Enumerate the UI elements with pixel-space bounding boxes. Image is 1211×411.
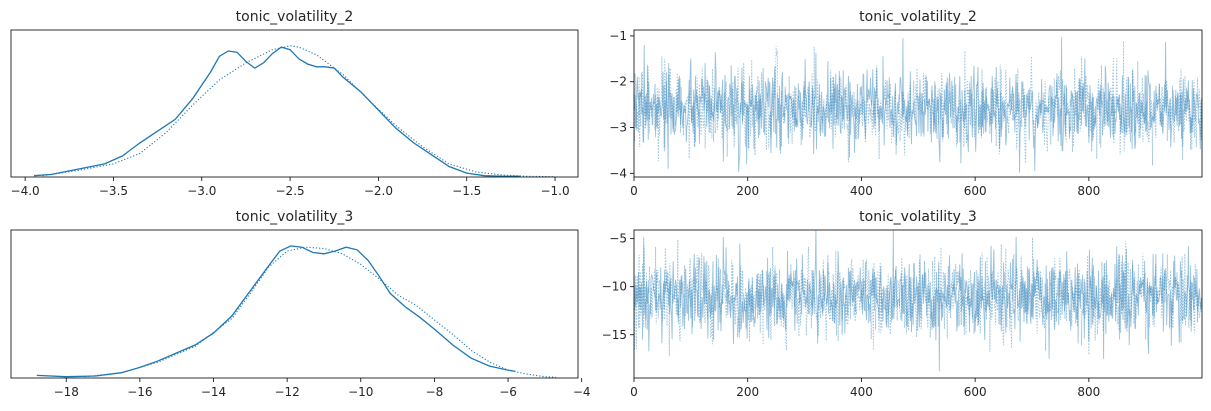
axes-frame	[10, 29, 579, 178]
x-tick-label: −6	[499, 385, 517, 399]
panel-3: tonic_volatility_3 −18 −16 −14 −12 −10 −8 −6 −4	[10, 209, 591, 399]
x-tick-label: −12	[274, 385, 299, 399]
trace-line-chain-1	[634, 36, 1202, 173]
panel-title: tonic_volatility_3	[236, 209, 354, 225]
x-tick-label: 0	[630, 184, 638, 198]
x-tick-label: −4	[573, 385, 591, 399]
x-tick-label: −8	[426, 385, 444, 399]
x-tick-label: −3.0	[187, 184, 216, 198]
x-tick-label: −1.5	[452, 184, 481, 198]
panel-4: tonic_volatility_3 0 200 400 600 800 −15 −10 −5	[602, 209, 1203, 399]
x-tick-label: 400	[850, 184, 873, 198]
panel-title: tonic_volatility_2	[859, 9, 977, 25]
x-tick-label: −2.0	[364, 184, 393, 198]
y-tick-label: −4	[609, 166, 627, 180]
x-tick-label: 800	[1077, 184, 1100, 198]
trace-line-chain-2	[634, 41, 1202, 166]
x-tick-label: 200	[736, 184, 759, 198]
x-tick-label: −18	[54, 385, 79, 399]
plot-area	[634, 230, 1202, 372]
x-tick-label: 0	[630, 385, 638, 399]
panel-title: tonic_volatility_2	[236, 9, 354, 25]
panel-2: tonic_volatility_2 0 200 400 600 800 −4 −3 −2 −1	[609, 9, 1203, 198]
trace-line-chain-1	[634, 230, 1202, 372]
x-tick-label: 800	[1077, 385, 1100, 399]
x-tick-label: −1.0	[540, 184, 569, 198]
x-tick-label: −14	[201, 385, 226, 399]
panel-1: tonic_volatility_2 −4.0 −3.5 −3.0 −2.5 −2.0 −1…	[10, 9, 579, 198]
x-tick-label: 200	[736, 385, 759, 399]
kde-line-chain-2	[84, 246, 556, 378]
x-tick-label: −3.5	[99, 184, 128, 198]
y-tick-label: −10	[602, 280, 627, 294]
plot-area	[33, 45, 556, 177]
y-tick-label: −3	[609, 121, 627, 135]
y-tick-label: −2	[609, 75, 627, 89]
kde-line-chain-1	[36, 245, 516, 378]
plot-area	[634, 36, 1202, 173]
x-tick-label: 600	[964, 385, 987, 399]
x-tick-label: −16	[127, 385, 152, 399]
kde-line-chain-1	[33, 46, 520, 177]
y-tick-label: −15	[602, 328, 627, 342]
x-tick-label: −10	[348, 385, 373, 399]
plot-area	[36, 245, 556, 378]
trace-line-chain-2	[634, 237, 1202, 356]
y-tick-label: −5	[609, 232, 627, 246]
axes-frame	[633, 229, 1203, 379]
axes-frame	[10, 229, 579, 379]
x-tick-label: −2.5	[276, 184, 305, 198]
x-tick-label: −4.0	[11, 184, 40, 198]
axes-frame	[633, 29, 1203, 178]
y-tick-label: −1	[609, 29, 627, 43]
x-tick-label: 400	[850, 385, 873, 399]
panel-title: tonic_volatility_3	[859, 209, 977, 225]
x-tick-label: 600	[964, 184, 987, 198]
kde-line-chain-2	[42, 45, 556, 177]
